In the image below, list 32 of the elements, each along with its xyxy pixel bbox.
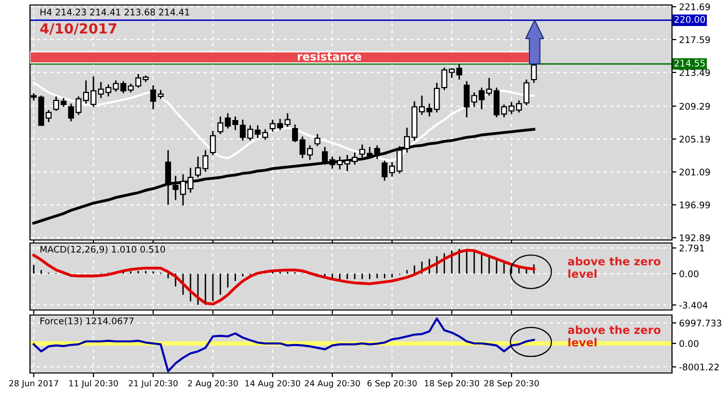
chart-title: Force(13) 1214.0677 <box>40 317 134 326</box>
annotation: 4/10/2017 <box>40 23 116 35</box>
y-tick-label: 0.00 <box>680 340 698 347</box>
y-tick-label: 205.19 <box>680 136 710 143</box>
band-label: resistance <box>298 52 362 61</box>
x-tick-label: 28 Sep 20:30 <box>484 380 539 388</box>
x-tick-label: 21 Jul 20:30 <box>128 380 178 388</box>
x-tick-label: 11 Jul 20:30 <box>69 380 118 388</box>
y-tick-label: 6997.733 <box>680 320 722 326</box>
chart-title: MACD(12,26,9) 1.010 0.510 <box>40 246 166 254</box>
y-tick-label: 192.89 <box>680 234 710 242</box>
annotation: above the zero level <box>568 325 660 346</box>
chart-subtitle: H4 214.23 214.41 213.68 214.41 <box>40 8 190 16</box>
y-tick-label: 209.29 <box>680 102 710 110</box>
annotation: above the zero level <box>568 256 660 278</box>
x-tick-label: 28 Jun 2017 <box>9 380 58 388</box>
x-tick-label: 6 Sep 20:30 <box>367 380 417 388</box>
y-tick-label: 2.791 <box>680 244 704 252</box>
x-tick-label: 14 Aug 20:30 <box>245 380 300 388</box>
y-tick-label: 221.69 <box>680 3 710 10</box>
y-tick-label: 196.99 <box>680 202 710 208</box>
x-tick-label: 2 Aug 20:30 <box>188 380 238 388</box>
y-tick-label: -8001.22 <box>679 364 719 370</box>
x-tick-label: 18 Sep 20:30 <box>424 380 480 388</box>
ref-line-label: 214.55 <box>674 60 705 67</box>
ref-line-label: 220.00 <box>674 16 705 23</box>
y-tick-label: 213.49 <box>680 69 710 76</box>
y-tick-label: 0.00 <box>680 270 698 278</box>
x-tick-label: 24 Aug 20:30 <box>304 380 360 388</box>
y-tick-label: -3.404 <box>679 302 708 309</box>
y-tick-label: 217.59 <box>680 36 710 44</box>
y-tick-label: 201.09 <box>680 168 710 176</box>
